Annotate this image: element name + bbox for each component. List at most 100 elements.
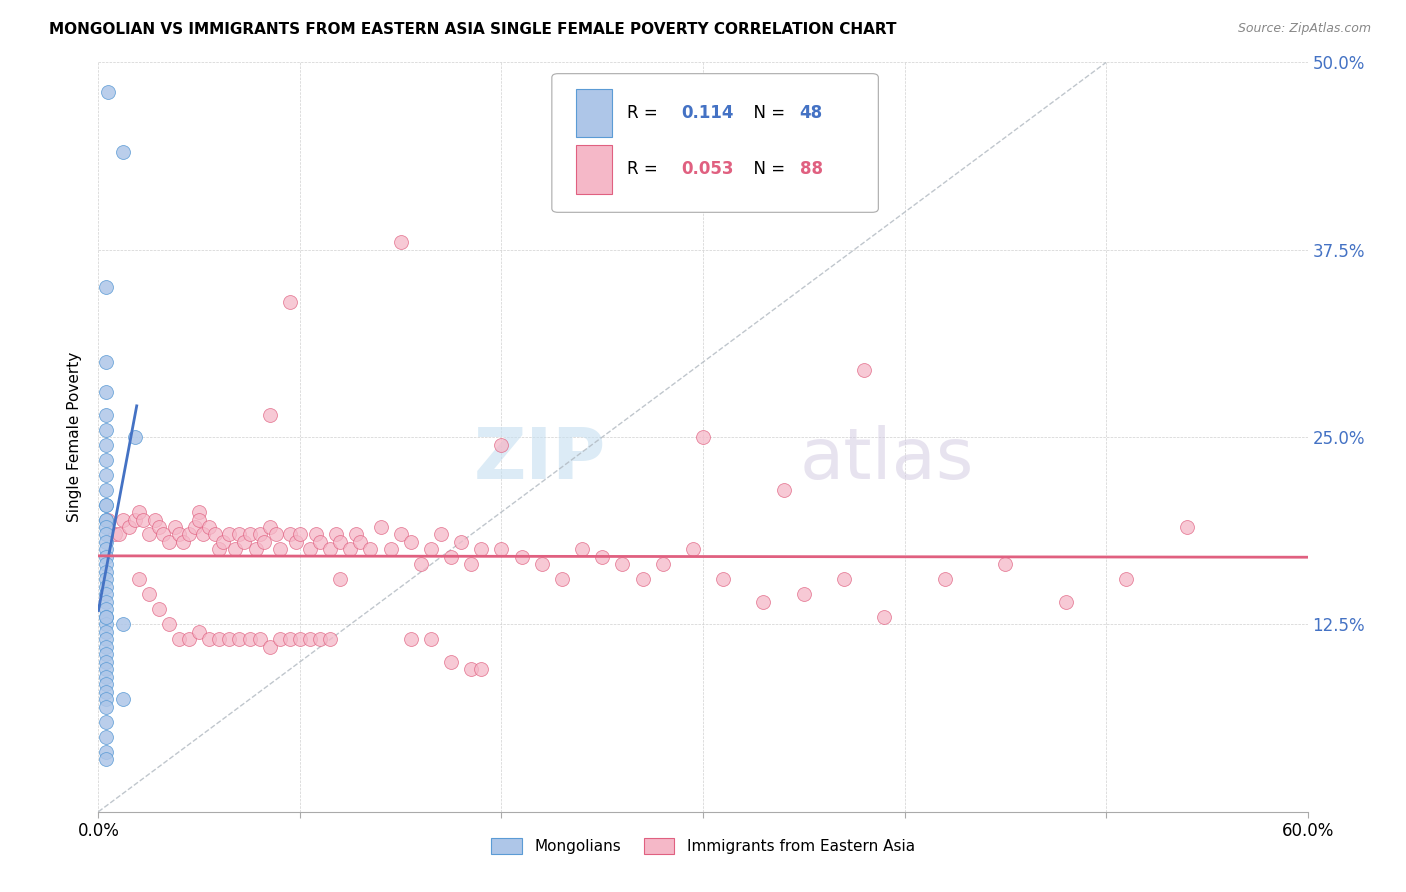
Text: 0.053: 0.053 bbox=[682, 161, 734, 178]
Point bbox=[96, 483, 118, 497]
Point bbox=[167, 527, 190, 541]
Point bbox=[96, 542, 118, 557]
Bar bbox=[576, 88, 613, 137]
Point bbox=[470, 542, 492, 557]
Point bbox=[96, 670, 118, 684]
Point bbox=[96, 745, 118, 759]
Point bbox=[96, 527, 118, 541]
Point bbox=[179, 632, 201, 647]
Point bbox=[278, 632, 301, 647]
Point bbox=[152, 527, 174, 541]
Point bbox=[772, 483, 794, 497]
Point bbox=[232, 535, 254, 549]
Point bbox=[157, 535, 180, 549]
Point bbox=[148, 602, 170, 616]
Text: 88: 88 bbox=[800, 161, 823, 178]
Point bbox=[339, 542, 361, 557]
Point bbox=[96, 610, 118, 624]
Point bbox=[380, 542, 402, 557]
Point bbox=[249, 632, 271, 647]
Point bbox=[460, 558, 482, 572]
Point bbox=[1054, 595, 1077, 609]
Point bbox=[188, 505, 211, 519]
Text: N =: N = bbox=[742, 161, 790, 178]
Point bbox=[239, 527, 262, 541]
Point bbox=[319, 632, 342, 647]
Point bbox=[96, 452, 118, 467]
Point bbox=[853, 362, 876, 376]
Point bbox=[873, 610, 896, 624]
Point bbox=[96, 558, 118, 572]
Point bbox=[132, 512, 155, 526]
Point bbox=[389, 527, 412, 541]
Bar bbox=[576, 145, 613, 194]
Point bbox=[692, 430, 714, 444]
Point bbox=[228, 527, 250, 541]
Point bbox=[148, 520, 170, 534]
Point bbox=[631, 573, 654, 587]
Point bbox=[96, 617, 118, 632]
Point bbox=[96, 648, 118, 662]
Point bbox=[138, 587, 160, 601]
Point bbox=[491, 437, 513, 451]
Point bbox=[360, 542, 382, 557]
Point bbox=[399, 535, 422, 549]
Point bbox=[288, 527, 311, 541]
Point bbox=[96, 498, 118, 512]
Point bbox=[107, 527, 129, 541]
Point bbox=[96, 280, 118, 294]
Point bbox=[103, 527, 125, 541]
Point bbox=[682, 542, 704, 557]
Point bbox=[96, 632, 118, 647]
Point bbox=[111, 145, 134, 160]
Text: 48: 48 bbox=[800, 104, 823, 122]
Point bbox=[97, 512, 120, 526]
Point bbox=[329, 535, 352, 549]
Text: MONGOLIAN VS IMMIGRANTS FROM EASTERN ASIA SINGLE FEMALE POVERTY CORRELATION CHAR: MONGOLIAN VS IMMIGRANTS FROM EASTERN ASI… bbox=[49, 22, 897, 37]
Point bbox=[96, 565, 118, 579]
Point bbox=[204, 527, 226, 541]
Point bbox=[934, 573, 956, 587]
Point bbox=[264, 527, 287, 541]
Point bbox=[409, 558, 432, 572]
Point bbox=[96, 587, 118, 601]
Text: atlas: atlas bbox=[800, 425, 974, 494]
Point bbox=[96, 512, 118, 526]
Point bbox=[96, 385, 118, 400]
Point bbox=[259, 640, 281, 654]
Point bbox=[208, 542, 231, 557]
Point bbox=[96, 520, 118, 534]
Point bbox=[329, 573, 352, 587]
Point bbox=[96, 573, 118, 587]
Y-axis label: Single Female Poverty: Single Female Poverty bbox=[67, 352, 83, 522]
Point bbox=[389, 235, 412, 250]
Point bbox=[96, 408, 118, 422]
Point bbox=[96, 535, 118, 549]
Point bbox=[612, 558, 634, 572]
Point bbox=[111, 512, 134, 526]
Point bbox=[325, 527, 347, 541]
Point bbox=[269, 542, 291, 557]
Point bbox=[96, 467, 118, 482]
Point bbox=[299, 542, 322, 557]
Point bbox=[184, 520, 207, 534]
Text: R =: R = bbox=[627, 104, 662, 122]
Point bbox=[167, 632, 190, 647]
Point bbox=[96, 437, 118, 451]
Legend: Mongolians, Immigrants from Eastern Asia: Mongolians, Immigrants from Eastern Asia bbox=[485, 832, 921, 860]
Point bbox=[96, 580, 118, 594]
Point bbox=[430, 527, 453, 541]
Point bbox=[1175, 520, 1198, 534]
Point bbox=[284, 535, 307, 549]
Point bbox=[198, 632, 221, 647]
Text: N =: N = bbox=[742, 104, 790, 122]
Point bbox=[96, 355, 118, 369]
Point bbox=[118, 520, 141, 534]
Point bbox=[96, 498, 118, 512]
Point bbox=[198, 520, 221, 534]
FancyBboxPatch shape bbox=[551, 74, 879, 212]
Point bbox=[163, 520, 186, 534]
Point bbox=[420, 632, 443, 647]
Point bbox=[278, 295, 301, 310]
Point bbox=[420, 542, 443, 557]
